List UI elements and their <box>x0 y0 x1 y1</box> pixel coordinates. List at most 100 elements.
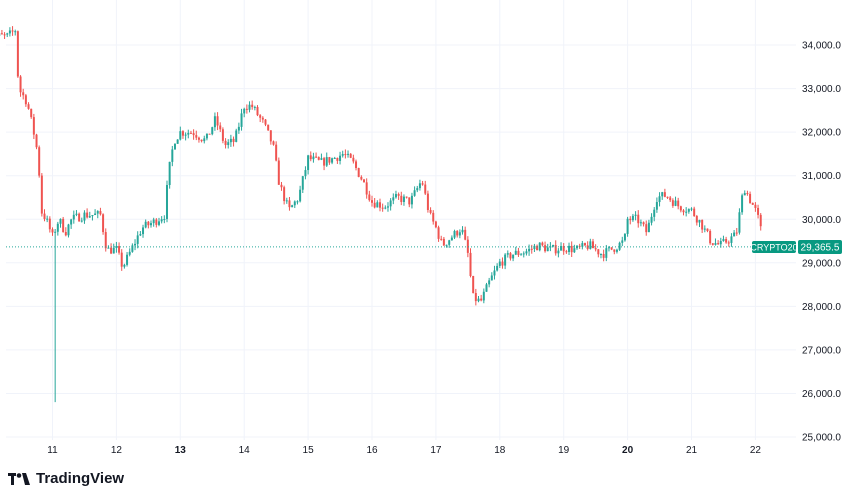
candle-body <box>664 192 666 197</box>
candle-body <box>299 190 301 202</box>
candle-body <box>57 224 59 232</box>
candle-body <box>459 232 461 235</box>
candle-body <box>403 197 405 202</box>
candle-body <box>688 209 690 212</box>
candle-body <box>286 200 288 201</box>
chart-grid <box>6 0 796 440</box>
candle-body <box>659 196 661 202</box>
candle-body <box>262 118 264 120</box>
candle-body <box>478 299 480 301</box>
candle-body <box>760 215 762 226</box>
candle-body <box>509 253 511 258</box>
candle-body <box>366 182 368 194</box>
candle-body <box>163 219 165 220</box>
candle-body <box>161 219 163 221</box>
candle-body <box>438 227 440 239</box>
candle-body <box>475 293 477 301</box>
candle-body <box>528 249 530 252</box>
candle-body <box>414 190 416 196</box>
candle-body <box>523 253 525 254</box>
candle-body <box>547 247 549 251</box>
candle-body <box>344 154 346 155</box>
candle-body <box>462 230 464 232</box>
candle-body <box>454 231 456 238</box>
candle-body <box>653 210 655 217</box>
candle-body <box>59 219 61 224</box>
x-tick-label: 12 <box>111 445 123 456</box>
candle-body <box>360 177 362 180</box>
x-tick-label: 17 <box>430 445 442 456</box>
y-tick-label: 29,000.0 <box>802 258 841 269</box>
candle-body <box>725 239 727 242</box>
candle-body <box>595 248 597 249</box>
candle-body <box>746 193 748 194</box>
candle-body <box>206 134 208 139</box>
candle-body <box>706 229 708 231</box>
candlestick-chart[interactable]: 25,000.026,000.027,000.028,000.029,000.0… <box>0 0 852 465</box>
candle-body <box>408 197 410 204</box>
candle-body <box>651 217 653 223</box>
candle-body <box>392 197 394 200</box>
candle-body <box>648 223 650 232</box>
candle-body <box>211 127 213 134</box>
candle-body <box>36 135 38 148</box>
candle-body <box>291 205 293 207</box>
candle-body <box>504 255 506 266</box>
candle-body <box>203 138 205 141</box>
candle-body <box>320 158 322 160</box>
candle-body <box>382 208 384 209</box>
candle-body <box>456 231 458 235</box>
candle-body <box>241 113 243 126</box>
candle-body <box>230 139 232 142</box>
candle-body <box>195 135 197 138</box>
candles <box>0 26 762 402</box>
candle-body <box>525 251 527 253</box>
candle-body <box>249 105 251 110</box>
candle-body <box>406 197 408 198</box>
candle-body <box>714 243 716 245</box>
candle-body <box>501 262 503 266</box>
tradingview-logo-icon <box>8 473 30 485</box>
candle-body <box>704 229 706 230</box>
candle-body <box>581 243 583 247</box>
candle-body <box>288 200 290 207</box>
tradingview-logo[interactable]: TradingView <box>8 470 124 487</box>
candle-body <box>430 210 432 213</box>
x-tick-label: 22 <box>750 445 762 456</box>
candle-body <box>749 194 751 203</box>
candle-body <box>251 105 253 107</box>
x-tick-label: 16 <box>366 445 378 456</box>
candle-body <box>123 265 125 267</box>
candle-body <box>20 76 22 92</box>
candle-body <box>185 135 187 136</box>
candle-body <box>97 211 99 214</box>
candle-body <box>411 196 413 205</box>
candle-body <box>339 156 341 161</box>
candle-body <box>227 142 229 145</box>
y-tick-label: 25,000.0 <box>802 433 841 444</box>
candle-body <box>709 231 711 243</box>
candle-body <box>67 225 69 236</box>
candle-body <box>672 200 674 206</box>
candle-body <box>568 246 570 252</box>
candle-body <box>608 247 610 248</box>
candle-body <box>41 176 43 214</box>
candle-body <box>214 116 216 127</box>
x-tick-label: 11 <box>47 445 58 456</box>
candle-body <box>533 246 535 249</box>
candle-body <box>488 280 490 284</box>
candle-body <box>400 196 402 202</box>
candle-body <box>4 34 6 35</box>
candle-body <box>677 201 679 207</box>
candle-body <box>427 194 429 210</box>
candle-body <box>667 197 669 198</box>
candle-body <box>643 222 645 224</box>
candle-body <box>158 221 160 225</box>
candle-body <box>73 215 75 220</box>
candle-body <box>155 220 157 225</box>
logo-text: TradingView <box>36 470 124 487</box>
candle-body <box>9 30 11 33</box>
candle-body <box>637 215 639 223</box>
candle-body <box>374 203 376 208</box>
